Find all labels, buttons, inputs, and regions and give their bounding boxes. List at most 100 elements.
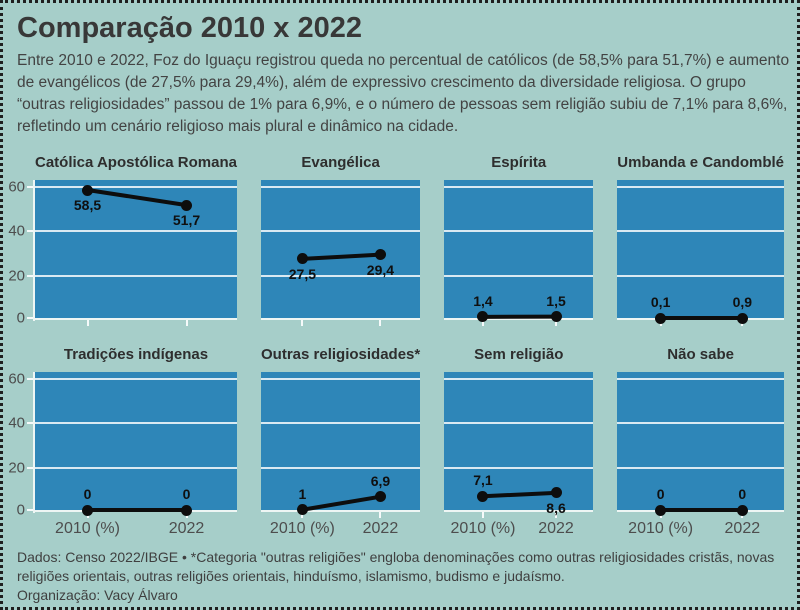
y-axis-label: 0 bbox=[16, 309, 25, 327]
gridline bbox=[617, 466, 784, 469]
y-axis-tick bbox=[27, 466, 33, 469]
x-axis: 2010 (%) 2022 bbox=[617, 512, 784, 538]
gridline bbox=[444, 185, 594, 188]
chart-facet: Sem religião 7,1 8,6 2010 (%) 2022 bbox=[444, 344, 594, 538]
gridline bbox=[35, 230, 237, 233]
gridline bbox=[444, 230, 594, 233]
chart-facet: Tradições indígenas 0 20 40 60 0 0 2010 (%) 2022 bbox=[8, 344, 237, 538]
x-axis-line bbox=[35, 318, 237, 320]
value-label: 1,4 bbox=[473, 292, 493, 309]
chart-title: Tradições indígenas bbox=[63, 346, 209, 363]
chart-title: Espírita bbox=[491, 154, 547, 171]
gridline bbox=[35, 466, 237, 469]
y-axis-tick bbox=[27, 230, 33, 233]
gridline bbox=[35, 422, 237, 425]
x-axis-tick bbox=[555, 512, 558, 518]
x-axis-tick bbox=[86, 320, 89, 326]
gridline bbox=[35, 185, 237, 188]
x-axis-tick bbox=[481, 512, 484, 518]
data-point bbox=[550, 487, 562, 499]
data-line bbox=[617, 180, 784, 320]
value-label: 1 bbox=[298, 485, 307, 502]
x-axis: 2010 (%) 2022 bbox=[444, 512, 593, 538]
x-axis-line bbox=[261, 510, 421, 512]
data-line bbox=[261, 372, 420, 512]
gridline bbox=[444, 422, 594, 425]
x-axis-label: 2022 bbox=[724, 520, 761, 537]
data-point bbox=[374, 491, 386, 503]
y-axis-label: 20 bbox=[8, 459, 25, 477]
data-point bbox=[736, 504, 748, 516]
data-point bbox=[374, 249, 386, 261]
x-axis-tick bbox=[185, 320, 188, 326]
plot-area: 1 6,9 bbox=[261, 372, 421, 518]
x-axis-label: 2022 bbox=[362, 520, 399, 537]
y-axis-line bbox=[33, 180, 35, 321]
chart-facet: Não sabe 0 0 2010 (%) 2022 bbox=[617, 344, 784, 538]
charts-grid: Católica Apostólica Romana 0 20 40 60 58,5 51,… bbox=[8, 152, 784, 538]
value-label: 51,7 bbox=[172, 212, 201, 229]
x-axis-label: 2022 bbox=[538, 520, 574, 537]
footer: Dados: Censo 2022/IBGE • *Categoria "out… bbox=[3, 538, 797, 605]
value-label: 0 bbox=[738, 486, 747, 502]
x-axis-label: 2022 bbox=[168, 520, 205, 537]
data-point bbox=[82, 504, 94, 516]
chart-title: Outras religiosidades* bbox=[261, 346, 421, 363]
x-axis-tick bbox=[555, 320, 558, 326]
data-point bbox=[82, 184, 94, 196]
chart-title: Evangélica bbox=[301, 154, 380, 171]
header: Comparação 2010 x 2022 Entre 2010 e 2022… bbox=[3, 3, 797, 138]
chart-title: Não sabe bbox=[667, 346, 734, 363]
value-label: 0,1 bbox=[650, 294, 671, 310]
x-axis-tick bbox=[481, 320, 484, 326]
x-axis-tick bbox=[379, 320, 382, 326]
y-axis-label: 0 bbox=[16, 501, 25, 519]
value-label: 0,9 bbox=[732, 294, 753, 310]
data-point bbox=[477, 311, 489, 323]
value-label: 7,1 bbox=[473, 472, 493, 489]
x-axis-label: 2010 (%) bbox=[269, 520, 335, 537]
page-description: Entre 2010 e 2022, Foz do Iguaçu registr… bbox=[17, 52, 790, 135]
gridline bbox=[261, 466, 421, 469]
y-axis-label: 60 bbox=[8, 178, 25, 196]
data-point bbox=[655, 312, 667, 324]
plot-area: 0 20 40 60 58,5 51,7 bbox=[8, 178, 237, 327]
gridline bbox=[617, 274, 784, 277]
data-point bbox=[655, 504, 667, 516]
value-label: 6,9 bbox=[370, 472, 391, 489]
data-line bbox=[35, 180, 237, 320]
gridline bbox=[35, 274, 237, 277]
y-axis-tick bbox=[27, 377, 33, 380]
value-label: 8,6 bbox=[546, 499, 566, 516]
y-axis-label: 40 bbox=[8, 414, 25, 432]
y-axis-tick bbox=[27, 185, 33, 188]
value-label: 58,5 bbox=[73, 197, 102, 213]
plot-area: 27,5 29,4 bbox=[261, 180, 421, 326]
value-label: 0 bbox=[656, 486, 665, 502]
y-axis-tick bbox=[27, 509, 33, 511]
chart-facet: Espírita 1,4 1,5 bbox=[444, 152, 594, 326]
gridline bbox=[444, 377, 594, 380]
y-axis-tick bbox=[27, 422, 33, 425]
page-title: Comparação 2010 x 2022 bbox=[17, 12, 362, 44]
data-line bbox=[35, 372, 237, 512]
chart-facet: Umbanda e Candomblé 0,1 0,9 bbox=[617, 152, 784, 326]
gridline bbox=[35, 377, 237, 380]
chart-facet: Evangélica 27,5 29,4 bbox=[261, 152, 421, 326]
plot-area: 1,4 1,5 bbox=[444, 180, 594, 326]
source-note: Dados: Censo 2022/IBGE • *Categoria "out… bbox=[17, 549, 775, 584]
gridline bbox=[261, 230, 421, 233]
x-axis-label: 2010 (%) bbox=[450, 520, 516, 537]
chart-title: Católica Apostólica Romana bbox=[35, 154, 237, 171]
y-axis-label: 60 bbox=[8, 370, 25, 388]
y-axis-tick bbox=[27, 274, 33, 277]
gridline bbox=[261, 377, 421, 380]
chart-title: Umbanda e Candomblé bbox=[617, 154, 784, 171]
gridline bbox=[617, 185, 784, 188]
data-line bbox=[261, 180, 420, 320]
organization-note: Organização: Vacy Álvaro bbox=[17, 587, 178, 603]
data-point bbox=[736, 312, 748, 324]
x-axis-line bbox=[444, 510, 594, 512]
x-axis-label: 2010 (%) bbox=[55, 520, 120, 537]
